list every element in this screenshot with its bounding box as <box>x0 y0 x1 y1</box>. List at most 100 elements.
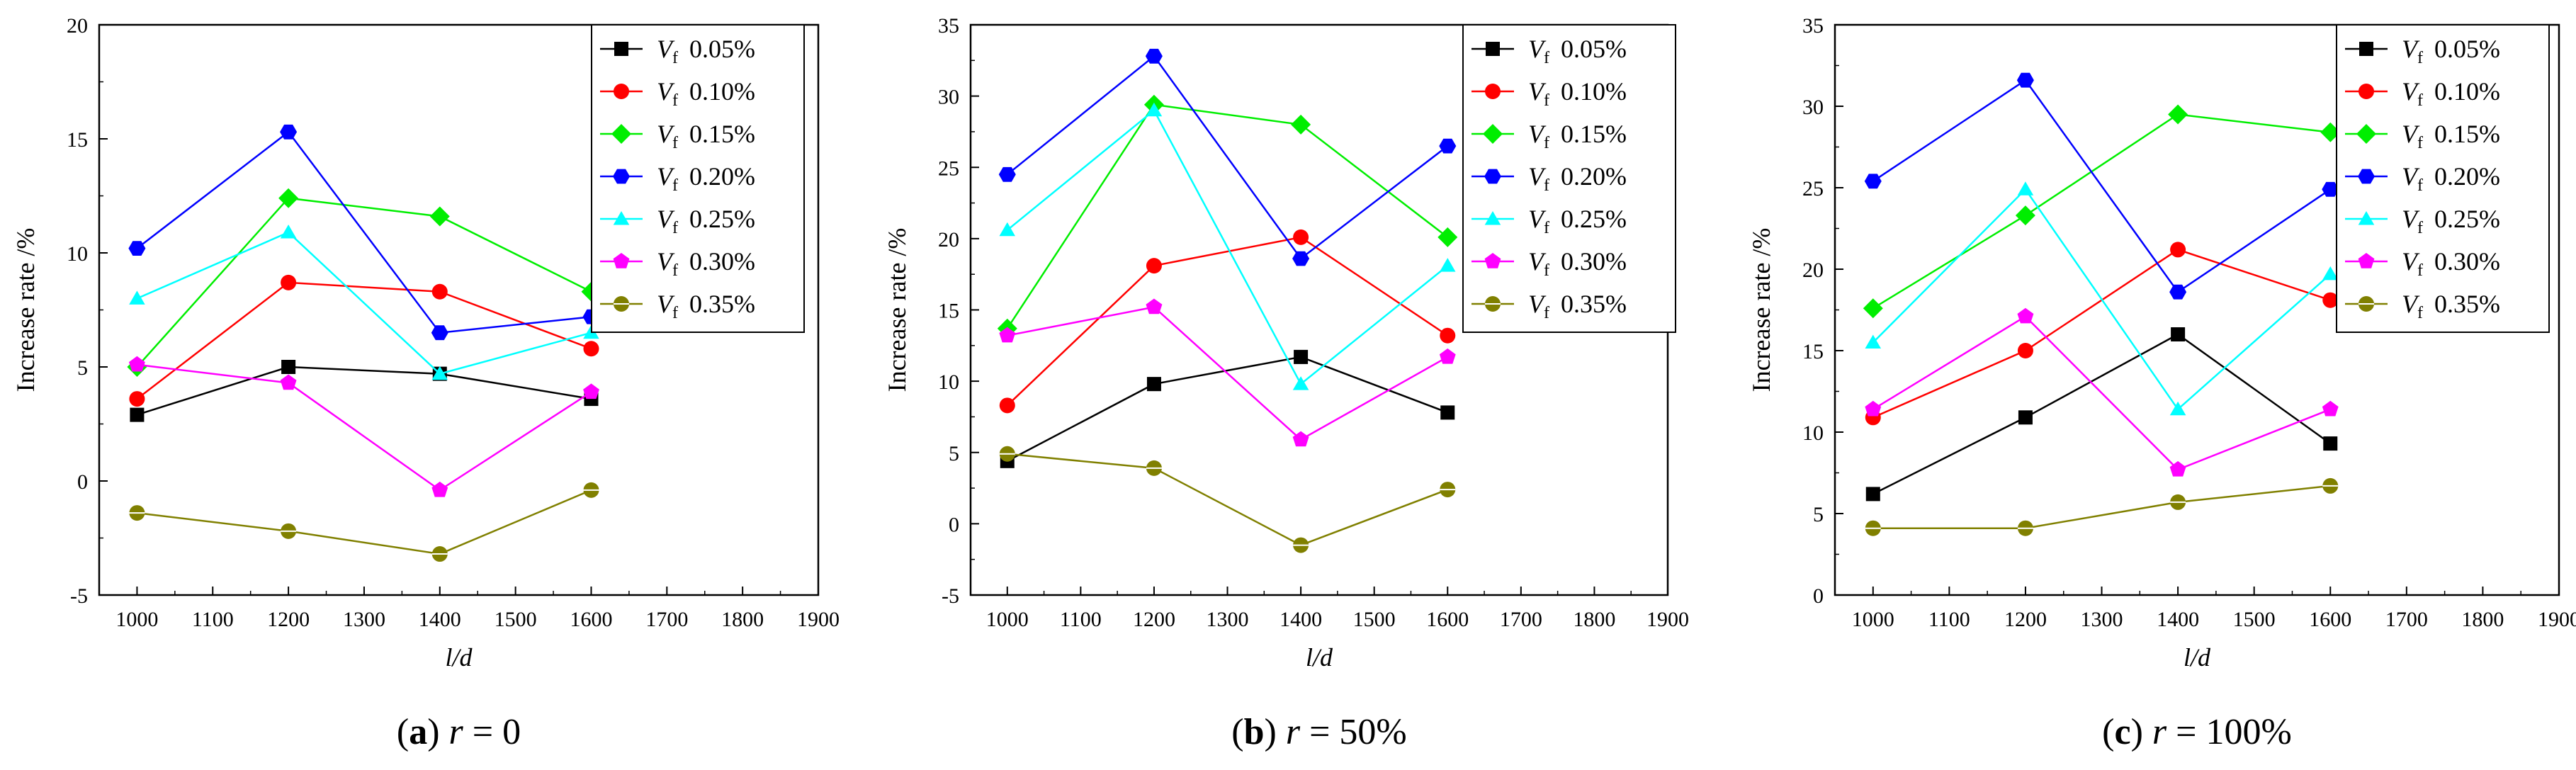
data-point <box>2017 343 2033 358</box>
data-point <box>2169 284 2187 300</box>
series-line-0.05pct <box>1872 333 2332 495</box>
legend-label: Vf 0.15% <box>657 120 755 152</box>
x-tick-label: 1800 <box>2461 608 2504 631</box>
chart-panel-c: 1000 1100 1200 1300 1400 1500 1600 1700 1800 1900… <box>1747 14 2576 752</box>
data-point <box>129 391 145 407</box>
x-tick-label: 1100 <box>1060 608 1102 631</box>
data-point <box>2322 266 2339 281</box>
legend-item: Vf 0.20% <box>1471 162 1627 195</box>
legend-subscript: f <box>2417 176 2423 195</box>
x-axis-title: l/d <box>2184 643 2211 672</box>
x-tick-label: 1200 <box>1133 608 1175 631</box>
legend-item: Vf 0.35% <box>1471 290 1627 322</box>
x-tick-label: 1500 <box>2233 608 2276 631</box>
legend-label: Vf 0.10% <box>1528 77 1627 110</box>
legend-symbol: V <box>2402 290 2420 318</box>
legend-item: Vf 0.30% <box>2345 247 2500 280</box>
legend-subscript: f <box>2417 219 2423 237</box>
legend-value: 0.10% <box>2434 77 2500 106</box>
legend-label: Vf 0.15% <box>1528 120 1627 152</box>
data-point <box>281 274 297 290</box>
y-tick-label: 10 <box>67 242 88 266</box>
legend-symbol: V <box>1528 247 1547 276</box>
legend-item: Vf 0.15% <box>600 120 755 152</box>
x-tick-label: 1800 <box>721 608 764 631</box>
caption-paren: ) <box>2131 712 2152 752</box>
legend-value: 0.10% <box>1561 77 1627 106</box>
data-point <box>1864 174 1882 189</box>
legend-marker <box>2358 296 2374 312</box>
y-tick-label: 0 <box>77 470 88 494</box>
y-tick-label: 5 <box>1813 503 1824 526</box>
legend-item: Vf 0.20% <box>600 162 755 195</box>
data-point <box>431 366 448 380</box>
y-tick-label: 0 <box>1813 584 1824 608</box>
series-line-0.10pct <box>1006 236 1448 407</box>
x-tick-label: 1600 <box>2309 608 2351 631</box>
x-tick-label: 1900 <box>1646 608 1689 631</box>
x-tick-label: 1200 <box>2004 608 2047 631</box>
legend-value: 0.35% <box>2434 290 2500 318</box>
data-point <box>431 546 448 562</box>
legend-symbol: V <box>2402 162 2420 191</box>
legend-marker <box>1484 253 1501 268</box>
data-point <box>999 397 1015 414</box>
caption-paren: ( <box>2102 712 2114 752</box>
legend-label: Vf 0.05% <box>657 35 755 67</box>
data-point <box>431 481 448 497</box>
legend-symbol: V <box>657 77 675 106</box>
caption-value: = 50% <box>1300 712 1407 752</box>
x-tick-label: 1800 <box>1573 608 1615 631</box>
data-point <box>129 505 145 521</box>
y-tick-label: 25 <box>1802 177 1824 200</box>
x-tick-label: 1700 <box>2385 608 2428 631</box>
legend-value: 0.25% <box>1561 205 1627 233</box>
series-line-0.30pct <box>137 363 592 492</box>
series-line-0.15pct <box>1006 103 1449 329</box>
y-tick-label: -5 <box>942 584 959 608</box>
legend-symbol: V <box>657 35 675 63</box>
data-point <box>1291 114 1311 135</box>
legend-label: Vf 0.25% <box>2402 205 2500 237</box>
legend-symbol: V <box>1528 290 1547 318</box>
legend-item: Vf 0.35% <box>600 290 755 322</box>
data-point <box>1146 460 1162 476</box>
data-point <box>130 407 145 422</box>
series-line-0.35pct <box>1007 453 1448 546</box>
caption-value: = 0 <box>463 712 521 752</box>
y-tick-label: 5 <box>77 356 88 380</box>
series-line-0.30pct <box>1872 315 2331 471</box>
legend-label: Vf 0.10% <box>2402 77 2500 110</box>
legend-item: Vf 0.10% <box>600 77 755 110</box>
data-point <box>583 383 599 400</box>
series-line-0.35pct <box>137 489 592 555</box>
data-point <box>1146 258 1162 274</box>
legend-symbol: V <box>657 247 675 276</box>
legend: Vf 0.05% Vf 0.10% Vf 0.15% Vf 0.20% Vf 0.25% Vf 0.3… <box>591 24 805 333</box>
legend-symbol: V <box>1528 77 1547 106</box>
legend-value: 0.05% <box>1561 35 1627 63</box>
data-point <box>2171 327 2186 341</box>
data-point <box>1146 102 1163 117</box>
data-point <box>1145 48 1163 64</box>
chart-panel-a: 1000 1100 1200 1300 1400 1500 1600 1700 1800 1900… <box>11 14 840 752</box>
legend-subscript: f <box>1544 304 1549 322</box>
legend-symbol: V <box>1528 35 1547 63</box>
data-point <box>2322 477 2339 494</box>
legend-marker <box>613 253 630 268</box>
x-tick-label: 1300 <box>1207 608 1249 631</box>
legend-subscript: f <box>1544 261 1549 280</box>
data-point <box>2017 307 2034 324</box>
legend-symbol: V <box>657 205 675 233</box>
y-axis-title: Increase rate /% <box>883 228 911 392</box>
x-axis-title: l/d <box>445 643 473 672</box>
caption-label: a <box>409 712 427 752</box>
legend-symbol: V <box>657 120 675 148</box>
legend-item: Vf 0.25% <box>600 205 755 237</box>
data-point <box>1439 138 1457 154</box>
legend-label: Vf 0.30% <box>1528 247 1627 280</box>
legend-subscript: f <box>672 91 678 110</box>
x-tick-label: 1200 <box>267 608 310 631</box>
x-tick-label: 1100 <box>1928 608 1970 631</box>
y-tick-label: 10 <box>938 370 959 394</box>
